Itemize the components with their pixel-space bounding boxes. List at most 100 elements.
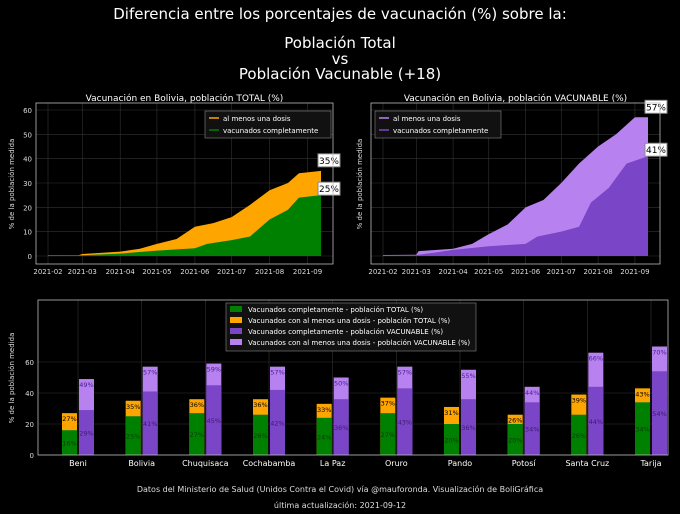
y-tick-label: 10 (23, 229, 32, 237)
bar (380, 413, 396, 455)
legend-label: Vacunados completamente - población TOTA… (248, 306, 423, 314)
x-tick-label: 2021-06 (180, 268, 210, 276)
end-label-box (317, 153, 341, 168)
data-label: 27% (381, 431, 395, 439)
data-label: 42% (270, 419, 284, 427)
legend-swatch (230, 306, 242, 312)
x-tick-label: 2021-07 (547, 268, 576, 276)
bar (189, 413, 205, 455)
bar (397, 388, 413, 455)
area-fully (383, 156, 648, 256)
data-label: 16% (62, 440, 76, 448)
figure-title-line3: vs (332, 50, 349, 68)
x-tick-label: 2021-09 (620, 268, 649, 276)
data-label: 29% (79, 430, 93, 438)
end-label-box (317, 181, 341, 196)
area-one-dose (383, 117, 648, 256)
bar (253, 414, 268, 455)
data-label: 34% (525, 426, 539, 434)
data-label: 54% (652, 410, 666, 418)
legend-label: Vacunados con al menos una dosis - pobla… (248, 339, 470, 347)
y-tick-label: 40 (23, 156, 32, 164)
bar (588, 386, 604, 455)
data-label: 27% (190, 431, 204, 439)
x-tick-label: 2021-02 (33, 268, 62, 276)
data-label: 20% (508, 437, 522, 445)
y-axis-label: % de la población medida (356, 139, 364, 230)
category-label: Tarija (639, 459, 661, 468)
x-tick-label: 2021-04 (438, 268, 468, 276)
data-label: 36% (253, 401, 267, 409)
data-label: 31% (444, 409, 458, 417)
footer-updated: última actualización: 2021-09-12 (274, 500, 406, 510)
bar (571, 414, 587, 455)
bar (652, 371, 667, 455)
data-label: 59% (207, 366, 221, 374)
y-axis-label: % de la población medida (8, 333, 16, 424)
chart-title: Vacunación en Bolivia, población VACUNAB… (404, 93, 627, 104)
data-label: 27% (62, 415, 76, 423)
y-tick-label: 0 (28, 253, 32, 261)
bar (206, 385, 222, 455)
legend-label: al menos una dosis (223, 115, 291, 123)
data-label: 20% (444, 437, 458, 445)
plot-frame (37, 299, 669, 456)
bar (635, 402, 650, 455)
legend-swatch (230, 339, 242, 345)
plot-frame (35, 102, 334, 265)
x-tick-label: 2021-05 (474, 268, 503, 276)
y-tick-label: 40 (25, 390, 34, 398)
y-tick-label: 60 (23, 107, 32, 115)
legend-label: vacunados completamente (223, 127, 318, 135)
data-label: 57% (143, 369, 157, 377)
plot-frame (370, 102, 661, 265)
data-label: 36% (334, 424, 348, 432)
data-label: 26% (572, 432, 586, 440)
data-label: 44% (525, 389, 539, 397)
x-tick-label: 2021-04 (106, 268, 136, 276)
category-label: La Paz (320, 459, 345, 468)
data-label: 66% (589, 355, 603, 363)
category-label: Potosí (512, 459, 537, 468)
bar (461, 399, 476, 455)
y-tick-label: 0 (30, 452, 34, 460)
bar (507, 424, 523, 455)
legend-label: Vacunados con al menos una dosis - pobla… (248, 317, 450, 325)
footer-source: Datos del Ministerio de Salud (Unidos Co… (137, 484, 543, 494)
data-label: 37% (381, 400, 395, 408)
data-label: 36% (190, 401, 204, 409)
data-label: 70% (652, 349, 666, 357)
end-label-box (644, 142, 668, 157)
legend-box (204, 110, 332, 139)
y-axis-label: % de la población medida (8, 139, 16, 230)
data-label: 36% (461, 424, 475, 432)
data-label: 43% (635, 390, 649, 398)
bar (316, 417, 332, 455)
data-label: 57% (398, 369, 412, 377)
bar (125, 416, 141, 455)
x-tick-label: 2021-03 (402, 268, 431, 276)
category-label: Santa Cruz (565, 459, 609, 468)
end-label: 25% (319, 185, 339, 195)
y-tick-label: 30 (23, 180, 32, 188)
bar (62, 430, 77, 455)
end-label: 57% (646, 103, 666, 113)
category-label: Chuquisaca (182, 459, 229, 468)
legend-swatch (230, 317, 242, 323)
data-label: 33% (317, 406, 331, 414)
data-label: 34% (635, 426, 649, 434)
y-tick-label: 50 (23, 131, 32, 139)
y-tick-label: 20 (25, 421, 34, 429)
data-label: 24% (317, 433, 331, 441)
y-tick-label: 20 (23, 204, 32, 212)
bar (524, 402, 540, 455)
data-label: 44% (589, 418, 603, 426)
data-label: 49% (79, 381, 93, 389)
figure-title-line1: Diferencia entre los porcentajes de vacu… (113, 5, 567, 23)
data-label: 39% (572, 397, 586, 405)
x-tick-label: 2021-08 (583, 268, 612, 276)
category-label: Bolivia (128, 459, 155, 468)
data-label: 50% (334, 380, 348, 388)
data-label: 55% (461, 372, 475, 380)
x-tick-label: 2021-08 (255, 268, 284, 276)
